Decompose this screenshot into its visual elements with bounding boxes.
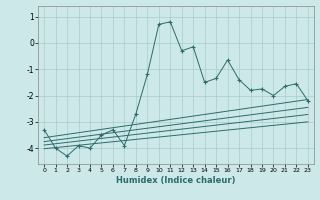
X-axis label: Humidex (Indice chaleur): Humidex (Indice chaleur): [116, 176, 236, 185]
